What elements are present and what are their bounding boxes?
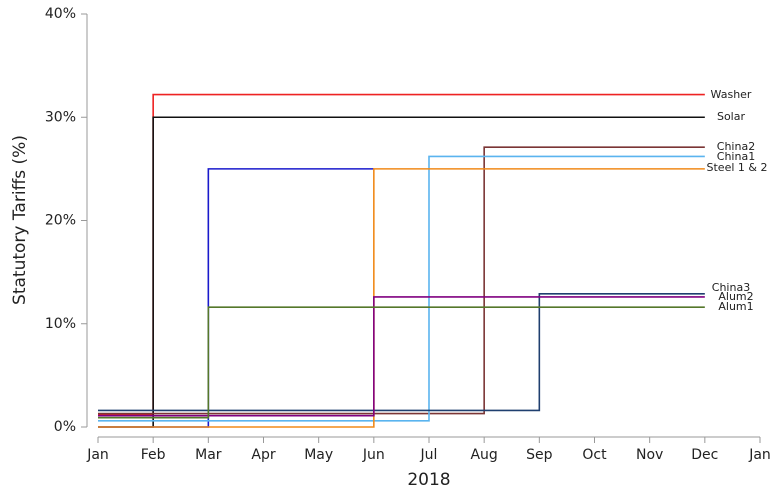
x-tick-label: Apr xyxy=(251,447,275,463)
y-tick-label: 30% xyxy=(45,109,76,125)
series-label: Alum1 xyxy=(718,300,753,313)
x-tick-label: Jan xyxy=(86,447,109,463)
series-label: Steel 1 & 2 xyxy=(707,161,768,174)
series-label: China3 xyxy=(712,281,750,294)
x-tick-label: May xyxy=(304,447,333,463)
x-tick-label: Feb xyxy=(141,447,166,463)
series-line xyxy=(98,168,374,428)
series-line xyxy=(98,155,705,422)
y-tick-label: 20% xyxy=(45,213,76,229)
x-tick-label: Oct xyxy=(582,447,607,463)
series-line xyxy=(98,146,705,415)
series-label: Solar xyxy=(717,110,746,123)
series-line xyxy=(98,306,705,419)
y-tick-label: 40% xyxy=(45,6,76,22)
series-line xyxy=(98,168,705,428)
series-label: China2 xyxy=(717,140,755,153)
y-axis-label: Statutory Tariffs (%) xyxy=(10,135,30,305)
x-tick-label: Dec xyxy=(691,447,718,463)
x-tick-label: Jan xyxy=(748,447,771,463)
series-line xyxy=(98,93,705,416)
series-label: Alum2 xyxy=(718,290,753,303)
series-label: China1 xyxy=(717,150,755,163)
x-tick-label: Jul xyxy=(420,447,438,463)
series-label: Washer xyxy=(711,88,752,101)
x-tick-label: Jun xyxy=(362,447,385,463)
x-tick-label: Mar xyxy=(195,447,222,463)
series-line xyxy=(98,293,705,412)
series-line xyxy=(98,296,705,417)
y-tick-label: 10% xyxy=(45,316,76,332)
y-tick-label: 0% xyxy=(54,419,76,435)
x-tick-label: Aug xyxy=(470,447,497,463)
x-axis-label: 2018 xyxy=(407,470,450,490)
x-tick-label: Nov xyxy=(636,447,663,463)
x-tick-label: Sep xyxy=(526,447,553,463)
series-line xyxy=(98,116,705,428)
